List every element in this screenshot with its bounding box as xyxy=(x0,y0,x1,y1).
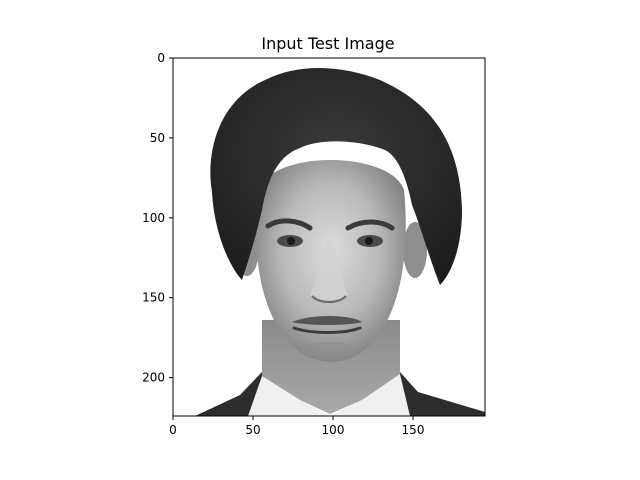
x-tick-label: 150 xyxy=(402,423,425,437)
y-tick-label: 150 xyxy=(142,291,165,305)
axes-frame xyxy=(172,57,486,417)
shirt-collar-right xyxy=(330,374,410,416)
mustache xyxy=(292,316,362,325)
eyebrow-left xyxy=(265,218,313,231)
y-tick-label: 0 xyxy=(157,51,165,65)
jacket-left xyxy=(195,372,270,416)
mouth xyxy=(292,326,362,334)
jacket-right xyxy=(395,372,485,416)
eyebrow-right xyxy=(345,219,395,231)
pupil-right xyxy=(365,237,373,245)
y-tick-label: 50 xyxy=(150,131,165,145)
chin-shadow xyxy=(302,342,354,358)
y-tick-label: 100 xyxy=(142,211,165,225)
x-tick-label: 0 xyxy=(169,423,177,437)
x-tick-label: 50 xyxy=(245,423,260,437)
figure-title: Input Test Image xyxy=(261,34,394,53)
face-image xyxy=(173,58,485,416)
y-tick-label: 200 xyxy=(142,371,165,385)
ear-right xyxy=(403,222,427,278)
hair xyxy=(210,67,462,285)
pupil-left xyxy=(287,237,295,245)
nose xyxy=(310,240,348,301)
x-tick-label: 100 xyxy=(322,423,345,437)
y-axis: 0 50 100 150 200 xyxy=(142,51,173,385)
x-axis: 0 50 100 150 xyxy=(169,416,424,437)
nostrils xyxy=(311,295,347,303)
shirt-collar-left xyxy=(248,376,330,416)
